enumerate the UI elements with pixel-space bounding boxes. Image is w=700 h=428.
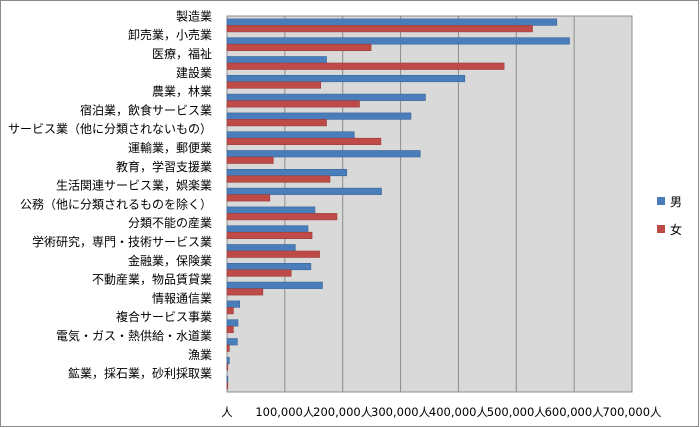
x-tick-label: 600,000人 [545, 405, 605, 419]
category-label: 運輸業，郵便業 [128, 140, 212, 155]
category-label: 金融業，保険業 [128, 253, 212, 268]
bar-female [226, 307, 234, 315]
x-tick-label: 人 [221, 405, 233, 419]
category-label: 製造業 [176, 9, 212, 23]
bar-female [226, 175, 331, 183]
category-label: 卸売業，小売業 [128, 27, 212, 42]
bar-male [226, 338, 238, 346]
bar-male [226, 281, 323, 289]
x-tick-labels: 人 100,000人200,000人300,000人400,000人500,000… [221, 405, 662, 419]
bars [226, 18, 570, 390]
bar-male [226, 18, 558, 26]
bar-female [226, 194, 271, 202]
bar-male [226, 131, 355, 139]
category-label: 農業，林業 [152, 85, 212, 99]
x-tick-label: 500,000人 [487, 405, 547, 419]
category-label: サービス業（他に分類されないもの） [8, 122, 212, 136]
category-label: 医療，福祉 [152, 46, 212, 61]
bar-female [226, 81, 322, 89]
category-label: 電気・ガス・熱供給・水道業 [56, 328, 212, 343]
bar-female [226, 156, 274, 164]
bar-male [226, 112, 412, 120]
bar-male [226, 37, 570, 45]
bar-male [226, 206, 316, 214]
bar-male [226, 150, 421, 158]
bar-female [226, 231, 313, 239]
category-label: 公務（他に分類されるものを除く） [20, 196, 212, 211]
bar-male [226, 319, 239, 327]
bar-female [226, 288, 264, 296]
bar-female [226, 43, 372, 52]
category-label: 建設業 [176, 65, 212, 80]
category-label: 不動産業，物品賃貸業 [92, 272, 212, 287]
bar-female [226, 100, 360, 108]
legend-label-male: 男 [670, 195, 682, 209]
category-labels: 製造業卸売業，小売業医療，福祉建設業農業，林業宿泊業，飲食サービス業サービス業（… [8, 9, 212, 380]
category-label: 情報通信業 [152, 291, 212, 305]
bar-female [226, 25, 533, 33]
bar-male [226, 375, 229, 383]
bar-female [226, 137, 382, 145]
category-label: 複合サービス事業 [116, 309, 212, 324]
bar-male [226, 225, 309, 233]
bar-male [226, 187, 382, 195]
x-tick-label: 700,000人 [602, 405, 662, 419]
legend-swatch-male [657, 197, 665, 205]
legend-label-female: 女 [670, 222, 682, 237]
bar-female [226, 213, 338, 221]
bar-male [226, 300, 241, 308]
bar-male [226, 356, 230, 365]
bar-female [226, 119, 327, 127]
category-label: 分類不能の産業 [128, 215, 212, 230]
bar-male [226, 56, 327, 64]
x-tick-label: 400,000人 [429, 405, 489, 419]
category-label: 教育，学習支援業 [116, 159, 212, 174]
bar-female [226, 62, 505, 70]
x-tick-label: 300,000人 [371, 405, 431, 419]
category-label: 生活関連サービス業，娯楽業 [56, 179, 212, 193]
bar-male [226, 262, 312, 271]
legend: 男 女 [657, 195, 682, 237]
legend-swatch-female [657, 225, 665, 233]
category-label: 漁業 [188, 348, 212, 362]
plot-area [226, 15, 633, 393]
category-label: 鉱業，採石業，砂利採取業 [68, 366, 212, 381]
bar-female [226, 344, 230, 352]
x-tick-label: 100,000人 [255, 405, 315, 419]
bar-female [226, 269, 292, 277]
x-tick-label: 200,000人 [313, 405, 373, 419]
bar-male [226, 244, 296, 252]
category-label: 宿泊業，飲食サービス業 [80, 102, 212, 117]
bar-male [226, 169, 348, 177]
bar-female [226, 325, 234, 334]
bar-male [226, 93, 426, 101]
bar-female [226, 363, 229, 371]
category-label: 学術研究，専門・技術サービス業 [32, 234, 212, 249]
bar-male [226, 75, 466, 83]
bar-female [226, 250, 320, 258]
bar-female [226, 382, 229, 390]
